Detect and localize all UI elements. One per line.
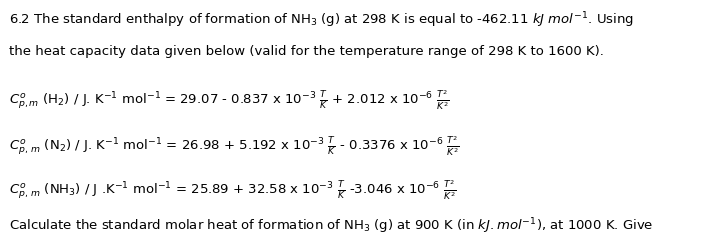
Text: $C_{p,\,m}^{o}$ (N$_2$) / J. K$^{-1}$ mol$^{-1}$ = 26.98 + 5.192 x 10$^{-3}$ $\f: $C_{p,\,m}^{o}$ (N$_2$) / J. K$^{-1}$ mo… [9, 134, 460, 158]
Text: 6.2 The standard enthalpy of formation of NH$_3$ (g) at 298 K is equal to -462.1: 6.2 The standard enthalpy of formation o… [9, 11, 634, 30]
Text: $C_{p,m}^{o}$ (H$_2$) / J. K$^{-1}$ mol$^{-1}$ = 29.07 - 0.837 x 10$^{-3}$ $\fra: $C_{p,m}^{o}$ (H$_2$) / J. K$^{-1}$ mol$… [9, 88, 450, 112]
Text: the heat capacity data given below (valid for the temperature range of 298 K to : the heat capacity data given below (vali… [9, 45, 604, 58]
Text: Calculate the standard molar heat of formation of NH$_3$ (g) at 900 K (in $kJ.mo: Calculate the standard molar heat of for… [9, 217, 654, 236]
Text: $C_{p,\,m}^{o}$ (NH$_3$) / J .K$^{-1}$ mol$^{-1}$ = 25.89 + 32.58 x 10$^{-3}$ $\: $C_{p,\,m}^{o}$ (NH$_3$) / J .K$^{-1}$ m… [9, 178, 456, 202]
